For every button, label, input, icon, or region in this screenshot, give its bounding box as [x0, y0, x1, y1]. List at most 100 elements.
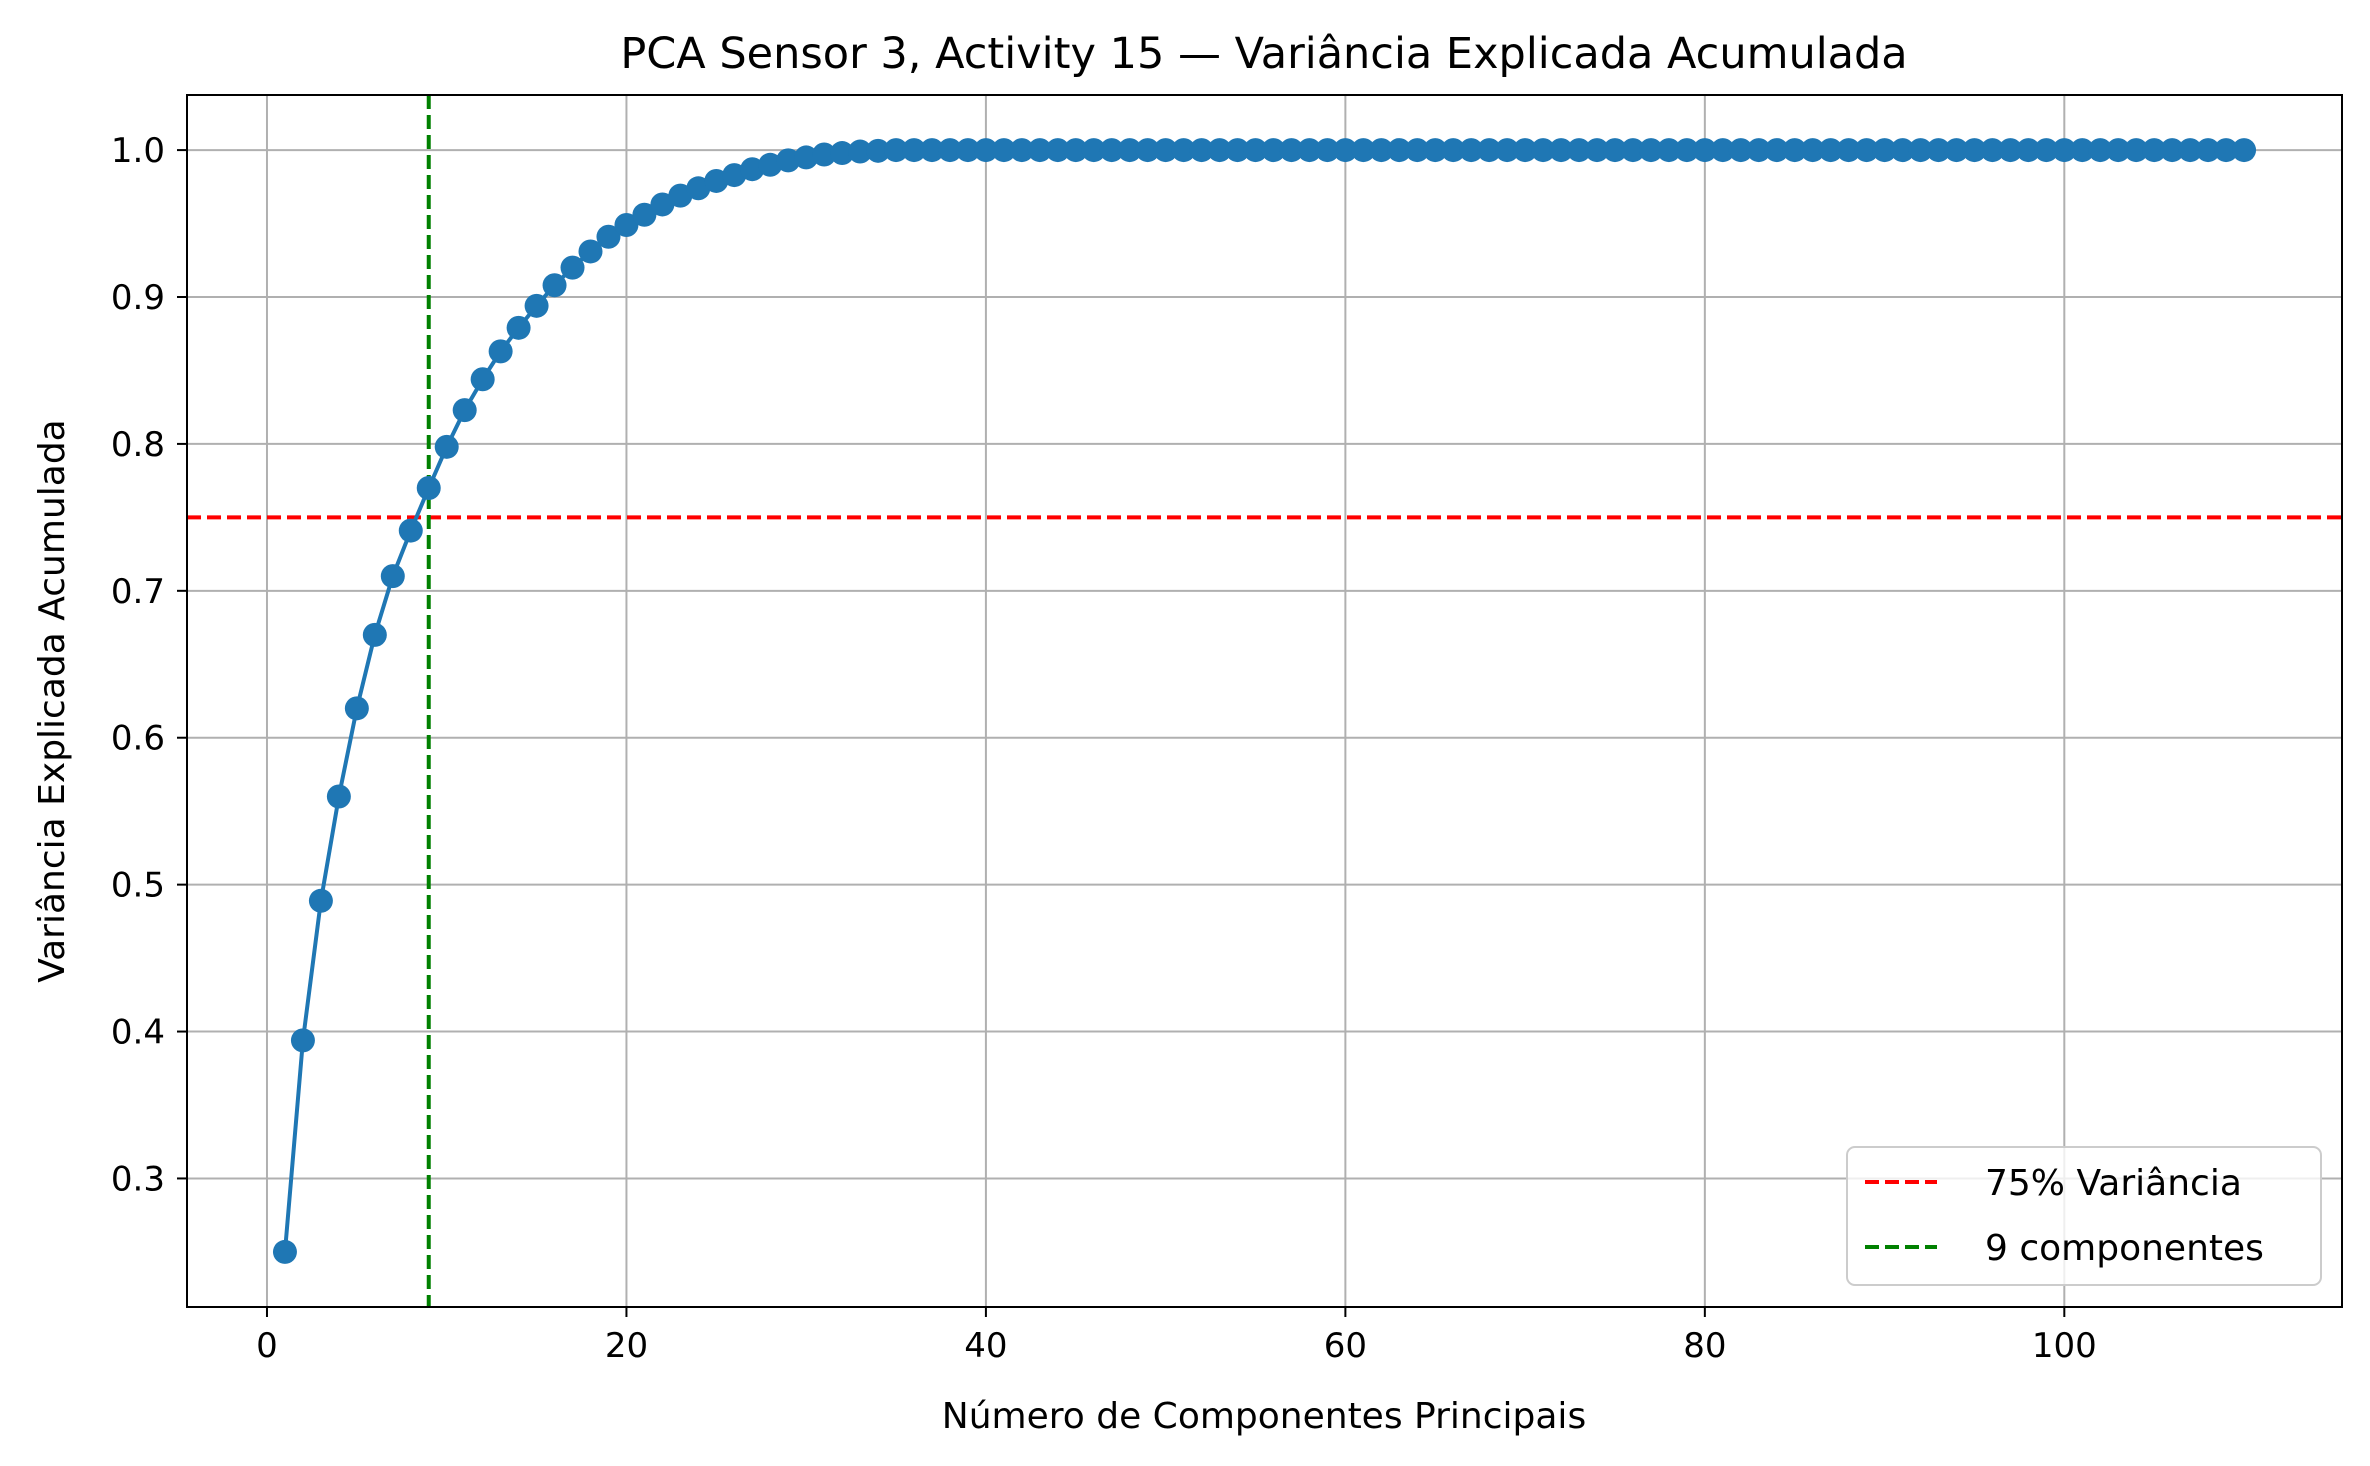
- data-point: [2232, 138, 2257, 163]
- data-point: [2214, 138, 2239, 163]
- x-tick-label: 100: [2032, 1326, 2097, 1366]
- data-point: [1279, 138, 1304, 163]
- data-point: [1027, 138, 1052, 163]
- data-point: [362, 622, 387, 647]
- data-point: [1962, 138, 1987, 163]
- y-tick-label: 0.3: [111, 1159, 165, 1199]
- data-point: [1117, 138, 1142, 163]
- legend-box: [1846, 1146, 2322, 1286]
- data-point: [1585, 138, 1610, 163]
- data-point: [848, 139, 873, 164]
- data-point: [1602, 138, 1627, 163]
- data-point: [1980, 138, 2005, 163]
- data-point: [326, 784, 351, 809]
- x-tick-label: 80: [1683, 1326, 1726, 1366]
- data-point: [1459, 138, 1484, 163]
- data-point: [1638, 138, 1663, 163]
- data-point: [398, 518, 423, 543]
- x-tick-label: 60: [1324, 1326, 1367, 1366]
- data-point: [937, 138, 962, 163]
- data-point: [740, 157, 765, 182]
- data-point: [1153, 138, 1178, 163]
- data-point: [1207, 138, 1232, 163]
- data-point: [1872, 138, 1897, 163]
- data-point: [1890, 138, 1915, 163]
- data-point: [1908, 138, 1933, 163]
- data-point: [1782, 138, 1807, 163]
- data-point: [650, 192, 675, 217]
- data-point: [973, 138, 998, 163]
- data-point: [542, 273, 567, 298]
- data-point: [1333, 138, 1358, 163]
- data-point: [524, 293, 549, 318]
- data-point: [380, 564, 405, 589]
- data-point: [578, 239, 603, 264]
- data-point: [1656, 138, 1681, 163]
- data-point: [1567, 138, 1592, 163]
- data-point: [866, 138, 891, 163]
- data-point: [1818, 138, 1843, 163]
- data-point: [1369, 138, 1394, 163]
- data-point: [1513, 138, 1538, 163]
- data-point: [830, 141, 855, 166]
- data-point: [2160, 138, 2185, 163]
- data-point: [344, 696, 369, 721]
- data-point: [776, 148, 801, 173]
- data-point: [2016, 138, 2041, 163]
- data-point: [2124, 138, 2149, 163]
- data-point: [1998, 138, 2023, 163]
- data-point: [1728, 138, 1753, 163]
- x-tick-label: 20: [605, 1326, 648, 1366]
- legend: 75% Variância 9 componentes: [1846, 1146, 2322, 1286]
- data-point: [1171, 138, 1196, 163]
- data-point: [794, 145, 819, 170]
- data-point: [1836, 138, 1861, 163]
- data-point: [1477, 138, 1502, 163]
- data-point: [1944, 138, 1969, 163]
- data-point: [1225, 138, 1250, 163]
- data-point: [2178, 138, 2203, 163]
- data-point: [1495, 138, 1520, 163]
- data-point: [991, 138, 1016, 163]
- data-point: [1549, 138, 1574, 163]
- y-tick-label: 0.8: [111, 425, 165, 465]
- legend-label-9-components: 9 componentes: [1985, 1228, 2264, 1269]
- data-point: [434, 434, 459, 459]
- data-point: [884, 138, 909, 163]
- series-cumulative-variance: [272, 138, 2257, 1264]
- data-point: [506, 315, 531, 340]
- data-point: [2142, 138, 2167, 163]
- chart-title: PCA Sensor 3, Activity 15 — Variância Ex…: [620, 29, 1907, 79]
- legend-label-75-variance: 75% Variância: [1985, 1163, 2242, 1204]
- data-point: [272, 1239, 297, 1264]
- data-point: [2070, 138, 2095, 163]
- data-point: [1387, 138, 1412, 163]
- y-tick-label: 0.9: [111, 278, 165, 318]
- y-tick-label: 1.0: [111, 131, 165, 171]
- data-point: [1441, 138, 1466, 163]
- data-point: [1405, 138, 1430, 163]
- data-point: [1315, 138, 1340, 163]
- data-point: [1926, 138, 1951, 163]
- data-point: [1045, 138, 1070, 163]
- data-point: [812, 142, 837, 167]
- x-tick-label: 40: [964, 1326, 1007, 1366]
- data-point: [632, 202, 657, 227]
- data-point: [614, 213, 639, 238]
- data-point: [1764, 138, 1789, 163]
- plot-area-frame: [186, 94, 2343, 1308]
- data-point: [1800, 138, 1825, 163]
- data-point: [1854, 138, 1879, 163]
- data-point: [902, 138, 927, 163]
- data-point: [758, 152, 783, 177]
- data-point: [668, 183, 693, 208]
- data-point: [2106, 138, 2131, 163]
- x-axis-ticks: 0 20 40 60 80 100: [256, 1307, 2097, 1366]
- data-point: [1189, 138, 1214, 163]
- data-point: [1081, 138, 1106, 163]
- data-point: [1620, 138, 1645, 163]
- y-tick-label: 0.7: [111, 572, 165, 612]
- data-point: [2196, 138, 2221, 163]
- x-axis-label: Número de Componentes Principais: [942, 1396, 1586, 1437]
